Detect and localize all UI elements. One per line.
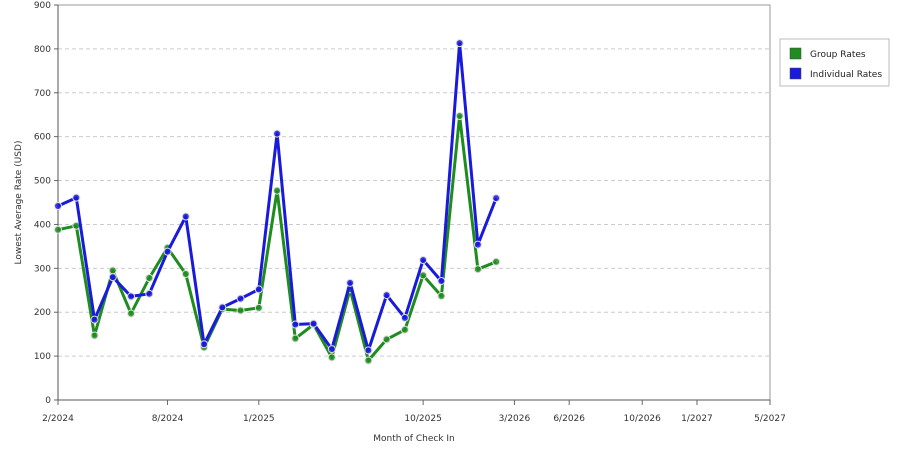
y-tick-label: 700: [34, 89, 51, 99]
legend-swatch: [789, 47, 802, 60]
data-point: [273, 129, 282, 138]
data-point: [127, 309, 136, 318]
y-tick-label: 200: [34, 308, 51, 318]
data-point: [437, 277, 446, 286]
x-tick-label: 2/2024: [42, 414, 74, 424]
data-point: [291, 320, 300, 329]
data-point: [419, 271, 428, 280]
data-point: [455, 39, 464, 48]
data-point: [145, 273, 154, 282]
data-point: [236, 294, 245, 303]
axes: 0 100 200 300 400 500 600 700 800 900 2/2024 8/2024…: [34, 1, 786, 424]
data-point: [309, 319, 318, 328]
x-tick-label: 10/2026: [624, 414, 662, 424]
data-point: [108, 266, 117, 275]
data-point: [473, 240, 482, 249]
y-tick-label: 800: [34, 45, 51, 55]
series-line: [57, 114, 497, 362]
data-point: [127, 292, 136, 301]
data-point: [54, 225, 62, 234]
data-point: [437, 291, 446, 300]
data-point: [327, 353, 336, 362]
data-point: [163, 247, 172, 256]
x-tick-label: 1/2025: [243, 414, 275, 424]
y-tick-label: 0: [45, 396, 51, 406]
y-axis-title: Lowest Average Rate (USD): [14, 141, 24, 265]
data-point: [364, 356, 373, 365]
data-point: [346, 278, 355, 287]
data-point: [108, 273, 117, 282]
legend-label: Group Rates: [810, 50, 866, 60]
x-tick-label: 6/2026: [553, 414, 585, 424]
data-point: [455, 112, 464, 121]
data-point: [254, 303, 263, 312]
data-point: [218, 303, 227, 312]
data-point: [419, 255, 428, 264]
data-point: [254, 285, 263, 294]
data-point: [364, 346, 373, 355]
data-point: [273, 186, 282, 195]
data-point: [400, 325, 409, 334]
y-tick-label: 600: [34, 133, 51, 143]
y-tick-label: 400: [34, 220, 51, 230]
x-tick-label: 1/2027: [681, 414, 713, 424]
series-group-rates: [54, 112, 501, 365]
data-point: [382, 335, 391, 344]
y-tick-label: 100: [34, 352, 51, 362]
legend-label: Individual Rates: [810, 70, 882, 80]
series-individual-rates: [54, 39, 501, 355]
data-point: [181, 212, 190, 221]
data-point: [54, 202, 62, 211]
legend: Group Rates Individual Rates: [779, 38, 890, 87]
x-tick-label: 5/2027: [754, 414, 786, 424]
x-tick-label: 10/2025: [404, 414, 441, 424]
data-point: [473, 265, 482, 274]
data-point: [400, 313, 409, 322]
legend-swatch: [789, 67, 802, 80]
x-tick-label: 8/2024: [152, 414, 184, 424]
data-point: [492, 257, 501, 266]
data-point: [236, 306, 245, 315]
gridlines: [58, 48, 770, 357]
data-point: [382, 291, 391, 300]
y-tick-label: 500: [34, 177, 51, 187]
data-point: [200, 340, 209, 349]
x-axis-title: Month of Check In: [373, 434, 455, 444]
y-tick-label: 900: [34, 1, 51, 11]
series-lines: [54, 39, 501, 365]
data-point: [90, 315, 99, 324]
y-tick-label: 300: [34, 264, 51, 274]
data-point: [72, 193, 81, 202]
data-point: [181, 270, 190, 279]
plot-frame: [57, 4, 771, 401]
data-point: [90, 331, 99, 340]
x-tick-label: 3/2026: [499, 414, 531, 424]
data-point: [327, 345, 336, 354]
data-point: [145, 289, 154, 298]
data-point: [291, 334, 300, 343]
data-point: [492, 194, 501, 203]
